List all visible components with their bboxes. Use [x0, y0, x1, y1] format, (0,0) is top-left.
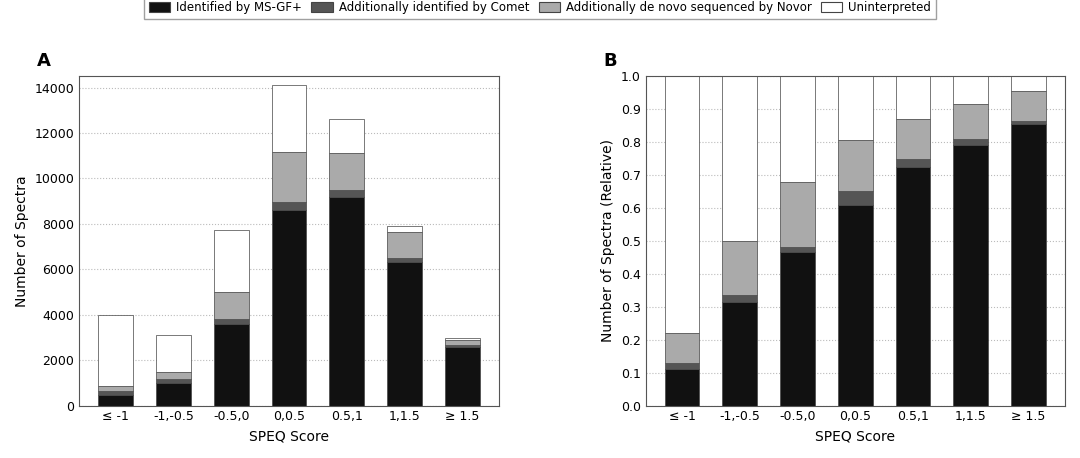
- Bar: [1011, 124, 1045, 406]
- Bar: [954, 139, 988, 145]
- Bar: [329, 190, 364, 196]
- Bar: [388, 262, 422, 406]
- Bar: [157, 371, 191, 380]
- Bar: [388, 232, 422, 258]
- Bar: [272, 202, 307, 210]
- Bar: [445, 345, 480, 347]
- X-axis label: SPEQ Score: SPEQ Score: [815, 429, 895, 443]
- Bar: [214, 324, 248, 406]
- Bar: [214, 319, 248, 324]
- Bar: [780, 182, 814, 247]
- Bar: [445, 347, 480, 406]
- Bar: [895, 119, 930, 158]
- Bar: [98, 391, 133, 395]
- Bar: [780, 247, 814, 252]
- Bar: [1011, 91, 1045, 121]
- Bar: [272, 85, 307, 153]
- Bar: [838, 191, 873, 205]
- Text: A: A: [38, 52, 51, 71]
- Bar: [895, 76, 930, 119]
- Bar: [954, 145, 988, 406]
- Bar: [780, 76, 814, 182]
- Bar: [664, 369, 699, 406]
- Bar: [329, 120, 364, 153]
- Bar: [388, 258, 422, 262]
- Bar: [723, 302, 757, 406]
- Bar: [98, 315, 133, 386]
- Bar: [954, 104, 988, 139]
- Bar: [723, 241, 757, 295]
- Bar: [895, 158, 930, 167]
- Bar: [954, 76, 988, 104]
- Bar: [98, 395, 133, 406]
- Bar: [664, 333, 699, 363]
- Bar: [157, 335, 191, 371]
- Legend: Identified by MS-GF+, Additionally identified by Comet, Additionally de novo seq: Identified by MS-GF+, Additionally ident…: [145, 0, 935, 19]
- Bar: [272, 153, 307, 202]
- Bar: [723, 295, 757, 302]
- Bar: [157, 380, 191, 383]
- Y-axis label: Number of Spectra: Number of Spectra: [15, 175, 29, 307]
- Bar: [838, 141, 873, 191]
- Bar: [214, 229, 248, 292]
- X-axis label: SPEQ Score: SPEQ Score: [249, 429, 329, 443]
- Bar: [329, 153, 364, 190]
- Y-axis label: Number of Spectra (Relative): Number of Spectra (Relative): [602, 139, 616, 343]
- Bar: [329, 196, 364, 406]
- Bar: [1011, 121, 1045, 124]
- Bar: [445, 338, 480, 340]
- Bar: [445, 340, 480, 345]
- Bar: [723, 76, 757, 241]
- Bar: [664, 363, 699, 369]
- Bar: [272, 210, 307, 406]
- Bar: [664, 76, 699, 333]
- Bar: [895, 167, 930, 406]
- Bar: [838, 76, 873, 141]
- Bar: [214, 292, 248, 319]
- Text: B: B: [604, 52, 618, 71]
- Bar: [157, 383, 191, 406]
- Bar: [98, 386, 133, 391]
- Bar: [780, 252, 814, 406]
- Bar: [388, 226, 422, 232]
- Bar: [838, 205, 873, 406]
- Bar: [1011, 76, 1045, 91]
